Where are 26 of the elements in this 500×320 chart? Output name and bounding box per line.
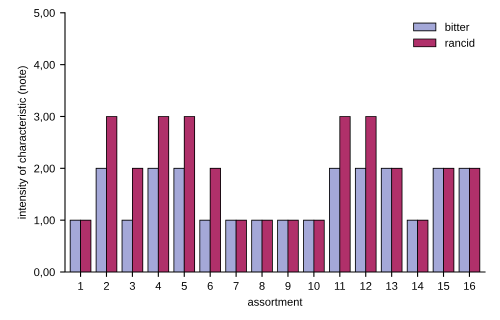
x-tick-label: 8 — [259, 282, 265, 290]
x-tick-label: 15 — [438, 282, 450, 290]
x-tick-label: 6 — [208, 282, 213, 290]
x-tick-label: 3 — [130, 282, 136, 290]
x-tick-label: 9 — [285, 282, 291, 290]
x-tick-label: 11 — [334, 282, 346, 290]
x-axis-title: assortment — [248, 298, 302, 306]
y-tick-label: 4,00 — [34, 60, 55, 70]
y-tick-label: 2,00 — [34, 164, 55, 174]
x-tick-label: 13 — [386, 282, 398, 290]
legend-label: rancid — [445, 38, 474, 47]
x-tick-label: 4 — [156, 282, 162, 290]
y-tick-label: 5,00 — [34, 9, 55, 18]
x-tick-label: 2 — [104, 282, 110, 290]
x-tick-label: 7 — [234, 282, 239, 290]
x-tick-label: 14 — [412, 282, 424, 290]
x-tick-label: 5 — [182, 282, 187, 290]
x-tick-label: 12 — [360, 282, 372, 290]
y-tick-label: 3,00 — [34, 112, 55, 122]
x-tick-label: 10 — [308, 282, 320, 290]
x-tick-label: 1 — [78, 282, 84, 290]
legend-label: bitter — [445, 22, 470, 31]
y-tick-label: 0,00 — [34, 268, 55, 278]
y-tick-label: 1,00 — [34, 216, 55, 226]
x-tick-label: 16 — [464, 282, 476, 290]
y-axis-title: intensity of characteristic (note) — [18, 66, 28, 219]
